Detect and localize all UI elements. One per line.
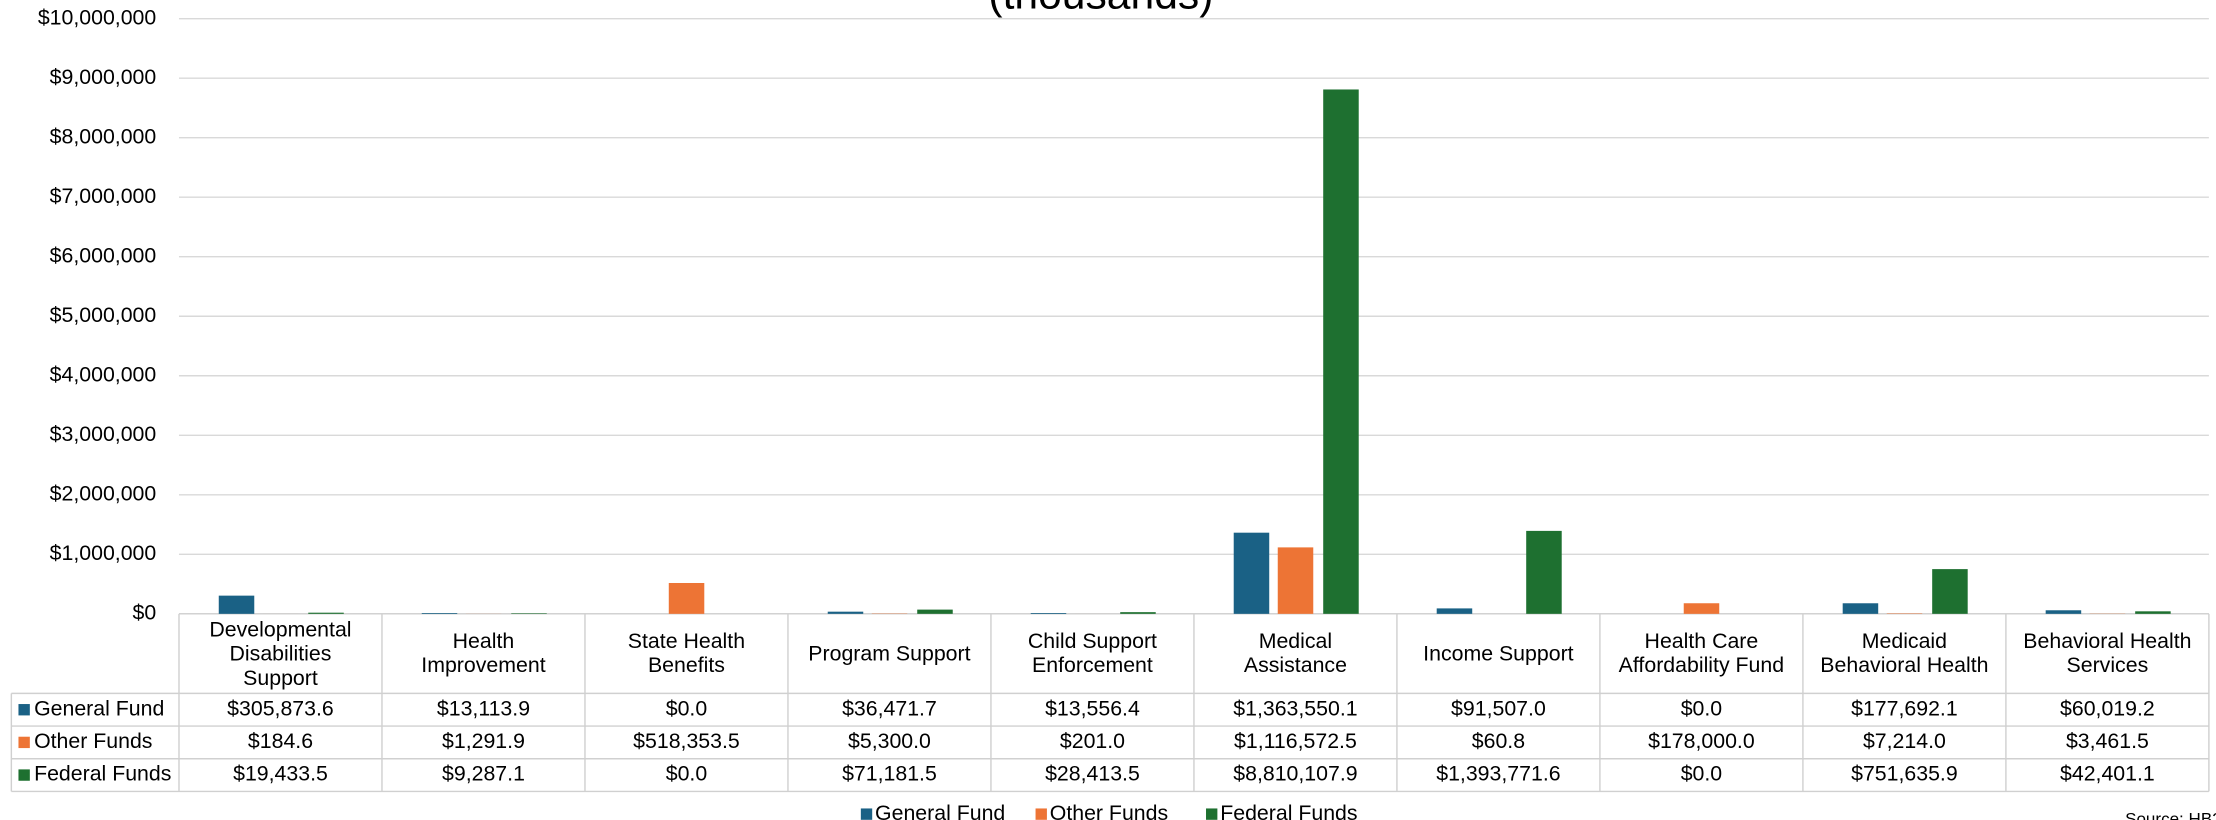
- legend-swatch: [1035, 808, 1047, 820]
- table-cell: $13,113.9: [437, 696, 530, 720]
- table-cell: $1,363,550.1: [1233, 696, 1357, 720]
- legend-swatch: [18, 704, 30, 716]
- bar: [1277, 547, 1314, 614]
- bar: [1233, 532, 1270, 614]
- y-tick-label: $1,000,000: [50, 541, 157, 565]
- x-tick-label: Medicaid Behavioral Health: [1820, 629, 1989, 678]
- category-cell: Medicaid Behavioral Health: [1820, 629, 1989, 678]
- table-cell: $3,461.5: [2066, 729, 2149, 753]
- x-tick-label: Developmental Disabilities Support: [209, 617, 352, 690]
- legend-label: Other Funds: [1050, 801, 1168, 820]
- table-cell: $1,116,572.5: [1234, 729, 1357, 753]
- chart-title: (thousands): [988, 0, 1213, 19]
- category-cell: Health Care Affordability Fund: [1618, 629, 1785, 678]
- x-tick-label: Behavioral Health Services: [2023, 629, 2192, 678]
- bar: [668, 582, 705, 614]
- legend-swatch: [18, 769, 30, 781]
- legend-label: Federal Funds: [1220, 801, 1357, 820]
- table-cell: $1,393,771.6: [1436, 762, 1560, 786]
- table-cell: $178,000.0: [1648, 729, 1755, 753]
- y-tick-label: $4,000,000: [50, 362, 157, 386]
- table-cell: $518,353.5: [633, 729, 740, 753]
- x-tick-label: Health Care Affordability Fund: [1618, 629, 1785, 678]
- table-cell: $42,401.1: [2060, 762, 2155, 786]
- y-tick-label: $6,000,000: [50, 243, 157, 267]
- y-tick-label: $2,000,000: [50, 481, 157, 505]
- table-cell: $305,873.6: [227, 696, 334, 720]
- table-cell: $0.0: [1681, 762, 1723, 786]
- bar: [1526, 530, 1562, 614]
- x-tick-label: State Health Benefits: [627, 629, 746, 678]
- table-cell: $60.8: [1472, 729, 1525, 753]
- x-tick-label: Child Support Enforcement: [1027, 629, 1157, 678]
- row-header: Federal Funds: [34, 762, 171, 786]
- legend-swatch: [860, 808, 873, 820]
- table-cell: $184.6: [248, 729, 313, 753]
- legend-label: General Fund: [875, 801, 1005, 820]
- category-cell: Developmental Disabilities Support: [209, 617, 352, 690]
- bar: [421, 613, 458, 614]
- x-tick-label: Program Support: [808, 641, 971, 666]
- y-tick-label: $5,000,000: [50, 303, 157, 327]
- x-tick-label: Health Improvement: [421, 629, 546, 678]
- row-header: Other Funds: [34, 729, 152, 753]
- table-cell: $5,300.0: [848, 729, 931, 753]
- row-header: General Fund: [34, 696, 164, 720]
- y-tick-label: $9,000,000: [50, 65, 157, 89]
- table-cell: $7,214.0: [1863, 729, 1946, 753]
- table-cell: $91,507.0: [1451, 696, 1546, 720]
- table-cell: $71,181.5: [842, 762, 937, 786]
- category-cell: Behavioral Health Services: [2023, 629, 2192, 678]
- bar: [1120, 612, 1156, 614]
- source-note: Source: HB2: [2125, 809, 2216, 820]
- table-cell: $0.0: [666, 762, 708, 786]
- y-tick-label: $8,000,000: [50, 124, 157, 148]
- table-cell: $201.0: [1060, 729, 1125, 753]
- legend-swatch: [18, 736, 30, 749]
- table-cell: $36,471.7: [842, 696, 937, 720]
- bar: [827, 611, 864, 614]
- bar: [2045, 610, 2082, 614]
- table-cell: $13,556.4: [1045, 696, 1140, 720]
- y-tick-label: $3,000,000: [50, 422, 157, 446]
- legend-swatch: [1206, 808, 1218, 820]
- table-cell: $28,413.5: [1045, 762, 1140, 786]
- bar: [1842, 603, 1879, 614]
- category-cell: Program Support: [808, 641, 971, 666]
- x-tick-label: Income Support: [1423, 641, 1574, 666]
- category-cell: Medical Assistance: [1243, 629, 1347, 678]
- y-tick-label: $7,000,000: [50, 184, 157, 208]
- table-cell: $0.0: [666, 696, 708, 720]
- table-cell: $9,287.1: [442, 762, 525, 786]
- table-cell: $0.0: [1681, 696, 1723, 720]
- bar: [511, 613, 547, 614]
- category-cell: Income Support: [1423, 641, 1574, 666]
- category-cell: State Health Benefits: [627, 629, 746, 678]
- table-cell: $60,019.2: [2060, 696, 2155, 720]
- bar: [1030, 613, 1067, 614]
- x-tick-label: Medical Assistance: [1243, 629, 1347, 678]
- table-cell: $1,291.9: [442, 729, 525, 753]
- table-cell: $751,635.9: [1851, 762, 1958, 786]
- bar: [308, 612, 344, 614]
- y-tick-label: $10,000,000: [38, 5, 157, 29]
- table-cell: $19,433.5: [233, 762, 328, 786]
- y-tick-label: $0: [133, 600, 157, 624]
- category-cell: Health Improvement: [421, 629, 546, 678]
- bar: [2135, 611, 2171, 614]
- category-cell: Child Support Enforcement: [1027, 629, 1157, 678]
- bar: [1323, 89, 1359, 614]
- table-cell: $8,810,107.9: [1233, 762, 1357, 786]
- bar: [1683, 603, 1720, 614]
- bar: [1932, 569, 1968, 614]
- bar: [917, 609, 953, 614]
- table-cell: $177,692.1: [1851, 696, 1958, 720]
- bar: [218, 595, 255, 614]
- bar: [1436, 608, 1473, 614]
